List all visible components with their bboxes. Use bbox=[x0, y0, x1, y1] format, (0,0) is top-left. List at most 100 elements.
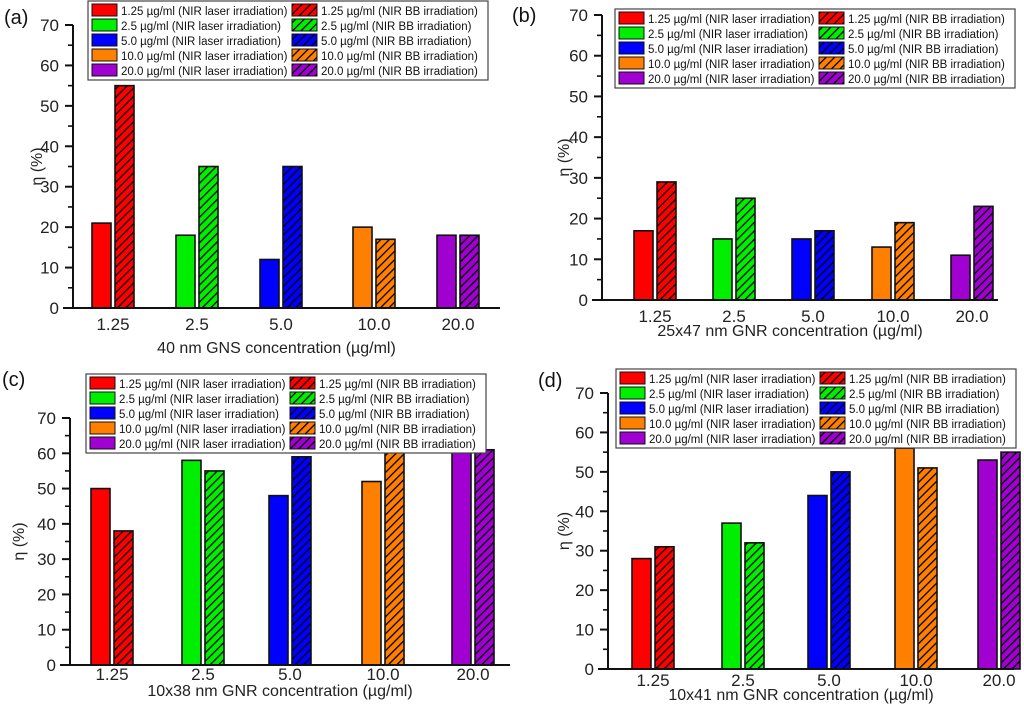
x-tick-label: 1.25 bbox=[96, 315, 129, 334]
y-tick-label: 50 bbox=[37, 480, 56, 499]
legend-swatch-laser bbox=[618, 71, 645, 85]
y-tick-label: 30 bbox=[569, 169, 588, 188]
legend-label-bb: 2.5 µg/ml (NIR BB irradiation) bbox=[321, 21, 472, 33]
x-tick-label: 2.5 bbox=[722, 307, 746, 326]
x-axis-title: 25x47 nm GNR concentration (µg/ml) bbox=[657, 323, 922, 340]
legend-label-laser: 5.0 µg/ml (NIR laser irradiation) bbox=[648, 44, 808, 56]
legend-swatch-bb bbox=[289, 406, 316, 420]
y-tick-label: 30 bbox=[575, 542, 594, 561]
legend-swatch-laser bbox=[618, 56, 645, 70]
legend-swatch-laser bbox=[89, 436, 116, 450]
bar-laser-1.25 bbox=[633, 229, 654, 301]
panel-label: (d) bbox=[538, 370, 562, 392]
x-tick-label: 1.25 bbox=[95, 665, 128, 684]
legend-label-laser: 20.0 µg/ml (NIR laser irradiation) bbox=[649, 434, 816, 446]
panel-label: (b) bbox=[512, 5, 536, 27]
chart-panel-a: (a) 1.25 2.5 5.0 10.0 20.0 0 10 20 30 40 50 60 70 40 n… bbox=[4, 0, 500, 357]
legend-label-bb: 10.0 µg/ml (NIR BB irradiation) bbox=[848, 59, 1005, 71]
x-tick-label: 2.5 bbox=[731, 671, 755, 690]
legend-frame bbox=[85, 373, 487, 454]
legend-label-bb: 5.0 µg/ml (NIR BB irradiation) bbox=[319, 409, 470, 421]
chart-panel-d: (d) 1.25 2.5 5.0 10.0 20.0 0 10 20 30 40 50 60 70 10x4… bbox=[538, 368, 1021, 704]
bar-laser-10.0 bbox=[352, 226, 373, 309]
legend-swatch-bb bbox=[289, 436, 316, 450]
legend-swatch-laser bbox=[91, 48, 118, 62]
bar-bb-1.25 bbox=[656, 181, 677, 301]
bar-bb-5.0 bbox=[814, 229, 835, 301]
bar-bb-20.0 bbox=[459, 234, 480, 309]
legend-label-laser: 20.0 µg/ml (NIR laser irradiation) bbox=[648, 74, 815, 86]
y-axis-title: η (%) bbox=[556, 138, 573, 176]
bar-bb-5.0 bbox=[282, 165, 303, 309]
y-tick-label: 50 bbox=[575, 463, 594, 482]
x-axis-title: 40 nm GNS concentration (µg/ml) bbox=[157, 340, 396, 357]
legend: 1.25 µg/ml (NIR laser irradiation) 1.25 µ… bbox=[614, 8, 1016, 89]
legend-label-laser: 2.5 µg/ml (NIR laser irradiation) bbox=[648, 29, 808, 41]
x-tick-label: 20.0 bbox=[955, 307, 988, 326]
legend-swatch-bb bbox=[291, 63, 318, 77]
bar-laser-10.0 bbox=[871, 246, 892, 301]
legend-frame bbox=[614, 8, 1016, 89]
legend-swatch-bb bbox=[289, 391, 316, 405]
legend-label-laser: 20.0 µg/ml (NIR laser irradiation) bbox=[119, 439, 286, 451]
y-tick-label: 30 bbox=[37, 550, 56, 569]
legend: 1.25 µg/ml (NIR laser irradiation) 1.25 µ… bbox=[615, 368, 1017, 449]
bar-laser-10.0 bbox=[361, 480, 382, 666]
legend-swatch-bb bbox=[819, 416, 846, 430]
legend-swatch-bb bbox=[819, 371, 846, 385]
y-tick-label: 0 bbox=[579, 291, 588, 310]
bar-laser-20.0 bbox=[950, 254, 971, 301]
bar-laser-2.5 bbox=[712, 238, 733, 301]
y-tick-label: 70 bbox=[37, 409, 56, 428]
legend-swatch-bb bbox=[289, 421, 316, 435]
legend-swatch-laser bbox=[619, 386, 646, 400]
legend-label-laser: 1.25 µg/ml (NIR laser irradiation) bbox=[649, 374, 816, 386]
legend-label-bb: 1.25 µg/ml (NIR BB irradiation) bbox=[848, 14, 1005, 26]
bar-bb-10.0 bbox=[384, 445, 405, 666]
bar-laser-1.25 bbox=[90, 487, 111, 666]
legend-label-bb: 20.0 µg/ml (NIR BB irradiation) bbox=[848, 74, 1005, 86]
x-tick-label: 5.0 bbox=[801, 307, 825, 326]
bar-laser-5.0 bbox=[268, 494, 289, 666]
legend-label-bb: 20.0 µg/ml (NIR BB irradiation) bbox=[321, 66, 478, 78]
legend-label-laser: 20.0 µg/ml (NIR laser irradiation) bbox=[121, 66, 288, 78]
y-tick-label: 70 bbox=[40, 16, 59, 35]
legend-label-laser: 10.0 µg/ml (NIR laser irradiation) bbox=[119, 424, 286, 436]
x-tick-label: 10.0 bbox=[366, 665, 399, 684]
x-tick-label: 20.0 bbox=[456, 665, 489, 684]
x-tick-label: 2.5 bbox=[191, 665, 215, 684]
y-tick-label: 10 bbox=[37, 621, 56, 640]
legend-swatch-bb bbox=[819, 431, 846, 445]
legend-label-bb: 1.25 µg/ml (NIR BB irradiation) bbox=[321, 6, 478, 18]
bar-laser-20.0 bbox=[436, 234, 457, 309]
legend-swatch-laser bbox=[619, 371, 646, 385]
legend-label-bb: 5.0 µg/ml (NIR BB irradiation) bbox=[849, 404, 1000, 416]
bar-bb-5.0 bbox=[830, 471, 851, 670]
y-tick-label: 30 bbox=[40, 178, 59, 197]
bar-bb-20.0 bbox=[1000, 451, 1021, 670]
legend-swatch-laser bbox=[619, 416, 646, 430]
y-tick-label: 0 bbox=[47, 656, 56, 675]
bar-bb-20.0 bbox=[973, 205, 994, 301]
bar-laser-10.0 bbox=[894, 447, 915, 670]
chart-panel-c: (c) 1.25 2.5 5.0 10.0 20.0 0 10 20 30 40 50 60 70 10x3… bbox=[2, 369, 510, 700]
y-tick-label: 10 bbox=[569, 250, 588, 269]
bar-bb-1.25 bbox=[114, 84, 135, 309]
legend-label-bb: 1.25 µg/ml (NIR BB irradiation) bbox=[319, 379, 476, 391]
y-tick-label: 10 bbox=[575, 621, 594, 640]
chart-panel-b: (b) 1.25 2.5 5.0 10.0 20.0 0 10 20 30 40 50 60 70 25x4… bbox=[512, 5, 1016, 340]
bar-laser-5.0 bbox=[791, 238, 812, 301]
legend-swatch-bb bbox=[291, 33, 318, 47]
bar-bb-10.0 bbox=[375, 238, 396, 309]
y-tick-label: 40 bbox=[40, 137, 59, 156]
bar-laser-5.0 bbox=[807, 494, 828, 670]
y-axis-title: η (%) bbox=[29, 147, 46, 185]
y-tick-label: 60 bbox=[575, 423, 594, 442]
legend-label-bb: 2.5 µg/ml (NIR BB irradiation) bbox=[848, 29, 999, 41]
bar-laser-1.25 bbox=[91, 222, 112, 309]
panel-label: (c) bbox=[2, 369, 25, 391]
legend-swatch-bb bbox=[818, 71, 845, 85]
y-tick-label: 20 bbox=[569, 210, 588, 229]
legend-label-bb: 20.0 µg/ml (NIR BB irradiation) bbox=[319, 439, 476, 451]
